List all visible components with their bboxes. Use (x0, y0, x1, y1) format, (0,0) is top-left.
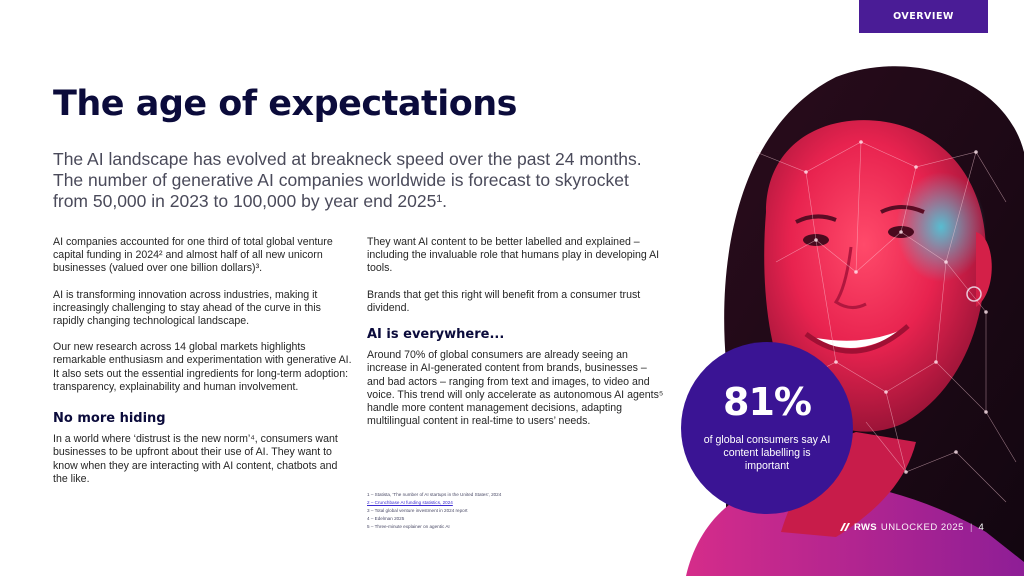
footnote-link[interactable]: 2 – Crunchbase AI funding statistics, 20… (367, 500, 453, 505)
stat-circle: 81% of global consumers say AI content l… (681, 342, 853, 514)
stat-caption: of global consumers say AI content label… (703, 434, 831, 472)
body-paragraph: Around 70% of global consumers are alrea… (367, 349, 664, 428)
footnote: 3 – Total global venture investment in 2… (367, 508, 468, 513)
lead-paragraph: The AI landscape has evolved at breaknec… (53, 149, 642, 211)
page-number: 4 (978, 521, 984, 533)
footnote: 5 – Three-minute explainer on agentic AI (367, 524, 450, 529)
footnote: 4 – Edelman 2025 (367, 516, 405, 521)
section-heading-no-more-hiding: No more hiding (53, 411, 166, 427)
body-paragraph: In a world where ‘distrust is the new no… (53, 433, 338, 485)
body-paragraph: They want AI content to be better labell… (367, 236, 660, 275)
section-heading-ai-everywhere: AI is everywhere... (367, 327, 505, 343)
footnotes: 1 – Statista, 'The number of AI startups… (367, 491, 627, 531)
rws-logo-icon (840, 523, 850, 531)
brand-logo-text: RWS (854, 521, 877, 533)
left-column: AI companies accounted for one third of … (53, 236, 353, 499)
footer-separator: | (969, 521, 973, 533)
footnote: 1 – Statista, 'The number of AI startups… (367, 492, 502, 497)
overview-tag: OVERVIEW (859, 0, 988, 33)
page-title: The age of expectations (53, 84, 518, 124)
body-paragraph: Brands that get this right will benefit … (367, 288, 641, 314)
footer: RWS UNLOCKED 2025 | 4 (840, 520, 984, 534)
stat-value: 81% (723, 380, 812, 424)
body-paragraph: AI companies accounted for one third of … (53, 236, 333, 275)
right-column: They want AI content to be better labell… (367, 236, 667, 441)
body-paragraph: Our new research across 14 global market… (53, 341, 352, 393)
body-paragraph: AI is transforming innovation across ind… (53, 288, 321, 328)
event-name: UNLOCKED 2025 (880, 521, 964, 533)
